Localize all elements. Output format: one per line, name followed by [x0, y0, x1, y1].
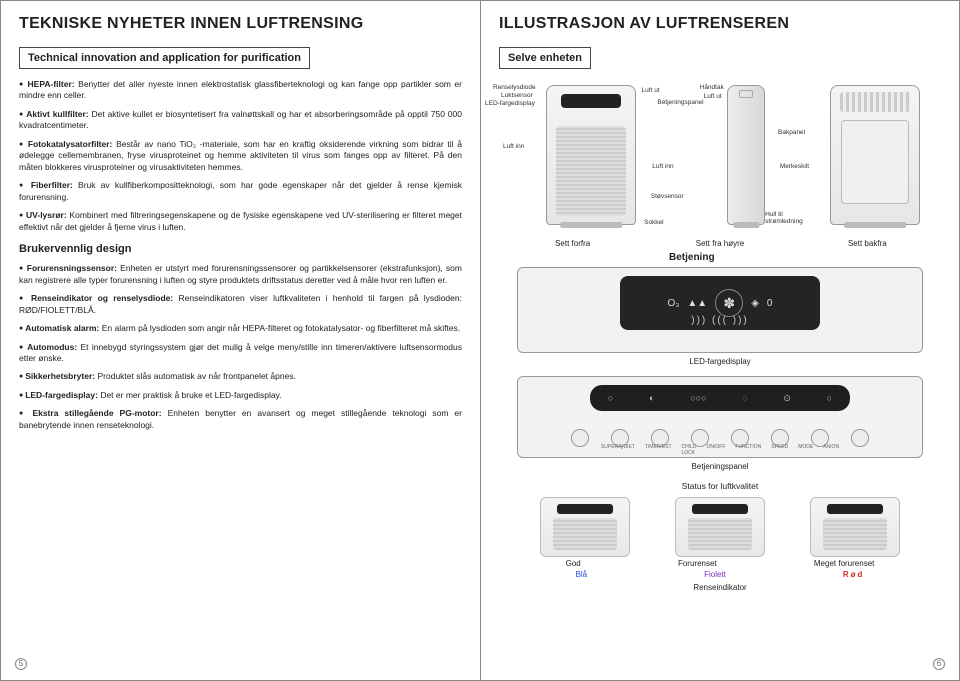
lbl-luft-ut: Luft ut: [642, 87, 660, 94]
back-vent: [840, 92, 910, 112]
status-title: Status for luftkvalitet: [499, 481, 941, 491]
page-number-left: 5: [15, 658, 27, 670]
status-color-labels: Blå Fiolett Rød: [517, 570, 923, 579]
left-title: TEKNISKE NYHETER INNEN LUFTRENSING: [19, 15, 462, 33]
lbl-side-luft-ut: Luft ut: [704, 93, 722, 100]
feature-hepa: HEPA-filter: Benytter det aller nyeste i…: [19, 79, 462, 102]
ctrl-icon: ◐: [649, 393, 654, 403]
control-button-labels: SUPER/QUIET TIMER/EST CHILD LOCK ON/OFF …: [601, 444, 839, 456]
design-motor: Ekstra stillegående PG-motor: Enheten be…: [19, 408, 462, 431]
o2-icon: O₃: [668, 298, 680, 309]
status-unit-good: [540, 497, 630, 557]
rense-caption: Renseindikator: [499, 583, 941, 592]
side-handle: [739, 90, 753, 98]
lbl-bakpanel: Bakpanel: [778, 129, 805, 136]
ctrl-button[interactable]: [571, 429, 589, 447]
right-page: ILLUSTRASJON AV LUFTRENSEREN Selve enhet…: [480, 0, 960, 681]
page-spread: TEKNISKE NYHETER INNEN LUFTRENSING Techn…: [0, 0, 960, 681]
ctrl-icon: ○○○: [690, 393, 706, 403]
feature-list: HEPA-filter: Benytter det aller nyeste i…: [19, 79, 462, 233]
caption-back: Sett bakfra: [794, 239, 941, 248]
lamp-icon: ◈: [751, 298, 759, 309]
betjening-heading: Betjening: [669, 252, 941, 263]
control-display: ○ ◐ ○○○ ◌ ⊙ ○: [590, 385, 850, 411]
waves-icon: ))) ((( ))): [691, 315, 749, 326]
ctrl-icon: ◌: [742, 393, 747, 403]
lbl-luft-inn-r: Luft inn: [652, 163, 673, 170]
led-display-panel: O₃ ▲▲ ✽ ◈ 0 ))) ((( ))): [517, 267, 923, 353]
unit-views: Renselysdiode Luktsensor LED-fargedispla…: [499, 85, 941, 235]
back-view: [809, 85, 941, 235]
lbl-merkeskilt: Merkeskilt: [780, 163, 809, 170]
status-unit-very: [810, 497, 900, 557]
lbl-luktsensor: Luktsensor: [501, 92, 533, 99]
lbl-stov: Støvsensor: [651, 193, 684, 200]
left-page: TEKNISKE NYHETER INNEN LUFTRENSING Techn…: [0, 0, 480, 681]
tree-icon: ▲▲: [687, 298, 707, 309]
ctrl-icon: ⊙: [783, 393, 791, 404]
feature-uv: UV-lysrør: Kombinert med filtreringsegen…: [19, 210, 462, 233]
feature-fiber: Fiberfilter: Bruk av kullfiberkompositte…: [19, 180, 462, 203]
front-sokkel: [561, 222, 623, 228]
left-subtitle: Technical innovation and application for…: [19, 47, 310, 69]
unit-back: [830, 85, 920, 225]
control-panel-caption: Betjeningspanel: [499, 462, 941, 471]
lbl-hull: Hull til strømledning: [765, 211, 813, 225]
right-title: ILLUSTRASJON AV LUFTRENSEREN: [499, 15, 941, 33]
ctrl-button[interactable]: [851, 429, 869, 447]
status-units: [517, 497, 923, 557]
timer-icon: 0: [767, 298, 773, 309]
feature-foto: Fotokatalysatorfilter: Består av nano Ti…: [19, 139, 462, 173]
design-auto: Automodus: Et innebygd styringssystem gj…: [19, 342, 462, 365]
page-number-right: 6: [933, 658, 945, 670]
unit-side: [727, 85, 765, 225]
view-captions: Sett forfra Sett fra høyre Sett bakfra: [499, 239, 941, 248]
selve-enheten: Selve enheten: [499, 47, 591, 69]
lbl-led: LED-fargedisplay: [485, 100, 535, 107]
design-heading: Brukervennlig design: [19, 243, 462, 255]
feature-kull: Aktivt kullfilter: Det aktive kullet er …: [19, 109, 462, 132]
lbl-sokkel: Sokkel: [644, 219, 664, 226]
caption-side: Sett fra høyre: [646, 239, 793, 248]
unit-front: [546, 85, 636, 225]
front-view: Renselysdiode Luktsensor LED-fargedispla…: [499, 85, 684, 235]
status-quality-labels: God Forurenset Meget forurenset: [517, 559, 923, 568]
design-alarm: Automatisk alarm: En alarm på lysdioden …: [19, 323, 462, 334]
design-sensor: Forurensningssensor: Enheten er utstyrt …: [19, 263, 462, 286]
side-view: Håndtak Luft ut Bakpanel Merkeskilt Hull…: [694, 85, 800, 235]
design-safety: Sikkerhetsbryter: Produktet slås automat…: [19, 371, 462, 382]
design-indicator: Renseindikator og renselysdiode: Rensein…: [19, 293, 462, 316]
lbl-handtak: Håndtak: [700, 84, 724, 91]
lbl-luft-inn-l: Luft inn: [503, 143, 524, 150]
design-list: Forurensningssensor: Enheten er utstyrt …: [19, 263, 462, 431]
lbl-renselysdiode: Renselysdiode: [493, 84, 536, 91]
led-screen: O₃ ▲▲ ✽ ◈ 0 ))) ((( ))): [620, 276, 820, 330]
control-panel: ○ ◐ ○○○ ◌ ⊙ ○ SUPER/QUIET TIMER/EST: [517, 376, 923, 458]
side-sokkel: [734, 222, 759, 228]
status-unit-polluted: [675, 497, 765, 557]
ctrl-icon: ○: [827, 393, 832, 403]
back-panel: [841, 120, 909, 204]
design-led: LED-fargedisplay: Det er mer praktisk å …: [19, 390, 462, 401]
back-sokkel: [844, 222, 906, 228]
front-grille: [556, 126, 626, 216]
led-display-caption: LED-fargedisplay: [499, 357, 941, 366]
front-display: [561, 94, 621, 108]
caption-front: Sett forfra: [499, 239, 646, 248]
fan-icon: ✽: [715, 289, 743, 317]
ctrl-icon: ○: [608, 393, 613, 403]
